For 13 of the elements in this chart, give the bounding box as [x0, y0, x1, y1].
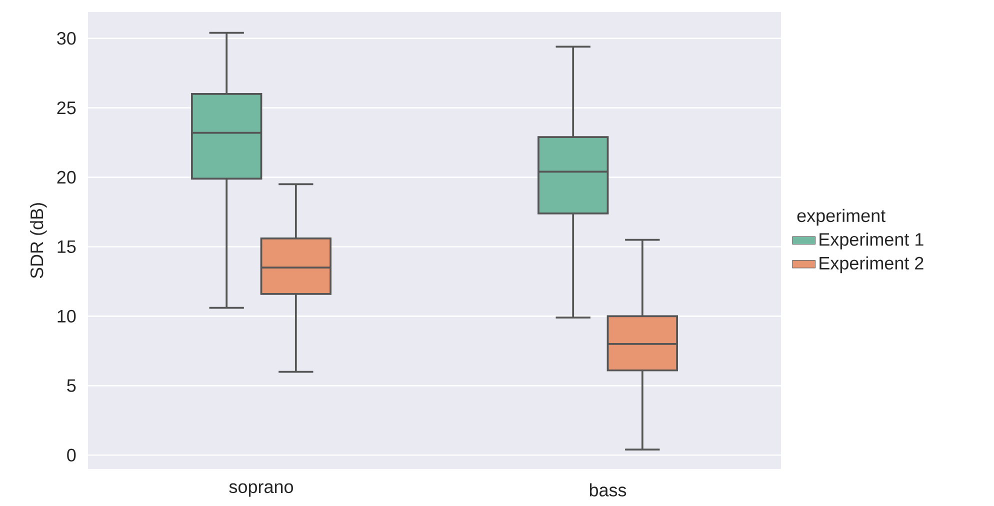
y-tick-label: 20: [57, 170, 76, 184]
y-tick-label: 5: [67, 379, 76, 392]
y-tick-label: 0: [67, 448, 76, 462]
y-tick-label: 15: [58, 240, 76, 254]
y-tick-label: 30: [57, 32, 76, 45]
y-tick-label: 25: [57, 101, 76, 114]
y-tick-label: 10: [58, 310, 76, 323]
x-tick-label: soprano: [229, 483, 294, 497]
x-tick-label: bass: [590, 483, 626, 496]
legend-label: Experiment 1: [820, 232, 924, 250]
y-axis-title: SDR (dB): [30, 203, 47, 278]
legend-title: experiment: [797, 208, 886, 226]
legend-label: Experiment 2: [820, 256, 924, 274]
